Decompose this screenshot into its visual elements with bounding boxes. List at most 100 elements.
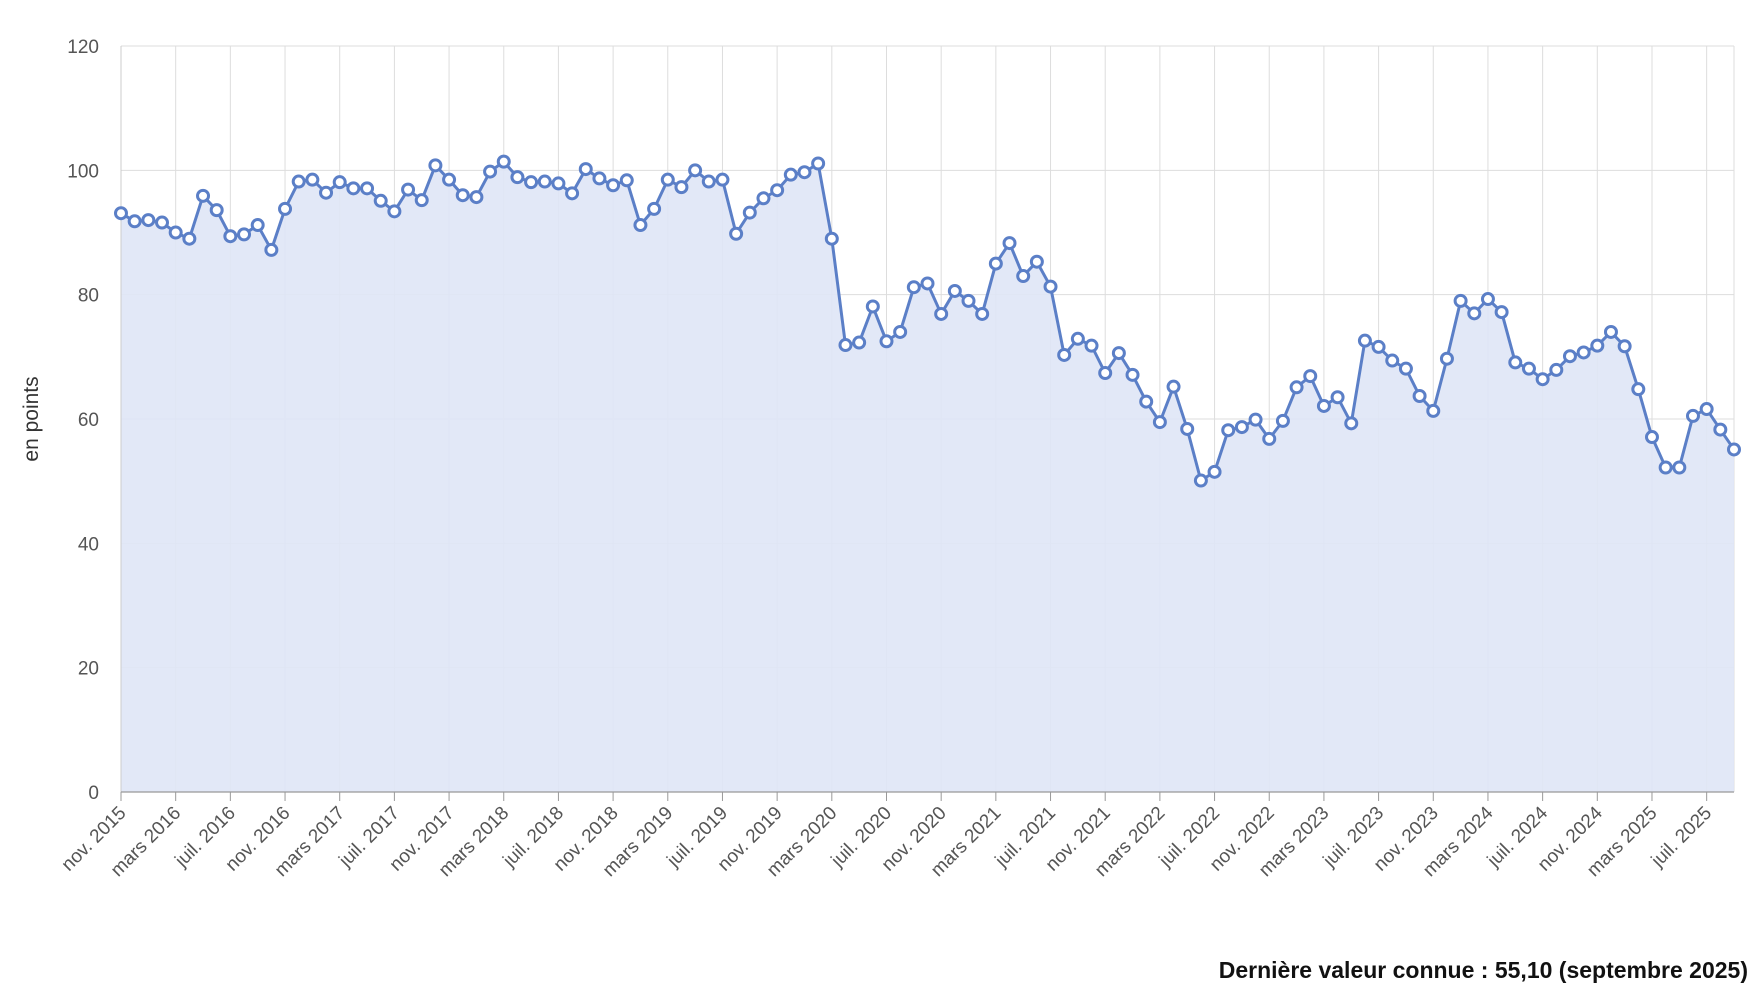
data-point <box>346 181 361 196</box>
data-point <box>155 215 170 230</box>
data-point <box>1111 346 1126 361</box>
data-point <box>1084 338 1099 353</box>
data-point <box>1248 412 1263 427</box>
data-point <box>291 174 306 189</box>
data-point <box>770 183 785 198</box>
data-point <box>373 193 388 208</box>
data-point <box>360 181 375 196</box>
data-point <box>742 205 757 220</box>
data-point <box>1426 403 1441 418</box>
data-point <box>1330 390 1345 405</box>
data-point <box>660 172 675 187</box>
data-point <box>633 218 648 233</box>
data-point <box>1166 379 1181 394</box>
data-point <box>947 283 962 298</box>
y-tick-label: 100 <box>67 161 99 182</box>
data-point <box>1672 460 1687 475</box>
data-point <box>565 186 580 201</box>
y-tick-label: 60 <box>78 410 99 431</box>
data-point <box>1357 333 1372 348</box>
data-point <box>1658 460 1673 475</box>
data-point <box>1180 421 1195 436</box>
data-point <box>1303 369 1318 384</box>
data-point <box>1207 464 1222 479</box>
data-point <box>906 280 921 295</box>
y-axis-ticks: 0 20 40 60 80 100 120 <box>67 37 99 804</box>
data-point <box>934 306 949 321</box>
data-point <box>182 231 197 246</box>
data-point <box>1494 305 1509 320</box>
x-tick-label: juil. 2025 <box>1647 803 1716 872</box>
data-point <box>223 229 238 244</box>
data-point <box>824 231 839 246</box>
data-point <box>1480 292 1495 307</box>
data-point <box>783 167 798 182</box>
data-point <box>715 172 730 187</box>
data-point <box>1398 361 1413 376</box>
data-point <box>401 182 416 197</box>
data-point <box>811 156 826 171</box>
data-point <box>305 172 320 187</box>
data-point <box>1098 366 1113 380</box>
data-point <box>1316 398 1331 413</box>
data-point <box>1631 382 1646 397</box>
data-point <box>1070 331 1085 346</box>
data-point <box>961 293 976 308</box>
data-point <box>127 214 142 229</box>
data-point <box>469 190 484 205</box>
data-point <box>1549 362 1564 377</box>
data-point <box>893 324 908 339</box>
data-point <box>1139 394 1154 409</box>
data-point <box>264 242 279 257</box>
data-point <box>1644 430 1659 445</box>
y-tick-label: 80 <box>78 286 99 307</box>
data-point <box>1699 402 1714 417</box>
y-tick-label: 40 <box>78 534 99 555</box>
data-point <box>1029 254 1044 269</box>
data-point <box>141 213 156 228</box>
data-point <box>1125 367 1140 382</box>
data-point <box>1508 355 1523 370</box>
data-point <box>1016 269 1031 284</box>
data-point <box>1453 293 1468 308</box>
last-value-note: Dernière valeur connue : 55,10 (septembr… <box>1218 957 1748 983</box>
data-point <box>1221 423 1236 438</box>
data-point <box>1576 345 1591 360</box>
data-point <box>483 164 498 179</box>
data-point <box>510 170 525 185</box>
data-point <box>756 191 771 206</box>
data-point <box>114 206 128 221</box>
data-point <box>797 165 812 180</box>
data-point <box>278 201 293 216</box>
data-point <box>701 174 716 189</box>
data-point <box>1617 339 1632 354</box>
data-point <box>1713 422 1728 437</box>
y-tick-label: 120 <box>67 37 99 58</box>
data-point <box>1590 338 1605 353</box>
y-tick-label: 20 <box>78 659 99 680</box>
data-point <box>592 171 607 186</box>
data-point <box>865 299 880 314</box>
data-point <box>920 276 935 291</box>
series-area-fill <box>121 161 1734 792</box>
data-point <box>237 227 252 242</box>
data-point <box>619 173 634 188</box>
data-point <box>1234 420 1249 435</box>
data-point <box>1535 372 1550 387</box>
data-point <box>606 178 621 193</box>
data-point <box>1193 473 1208 488</box>
data-point <box>1275 413 1290 428</box>
data-point <box>975 306 990 321</box>
data-point <box>729 226 744 241</box>
data-point <box>988 256 1003 271</box>
data-point <box>1371 339 1386 354</box>
data-point <box>428 158 443 173</box>
data-point <box>1467 306 1482 321</box>
data-point <box>168 225 183 240</box>
data-point <box>332 175 347 190</box>
data-point <box>1385 353 1400 368</box>
data-point <box>537 174 552 189</box>
data-point <box>1562 349 1577 364</box>
data-point <box>1603 324 1618 339</box>
